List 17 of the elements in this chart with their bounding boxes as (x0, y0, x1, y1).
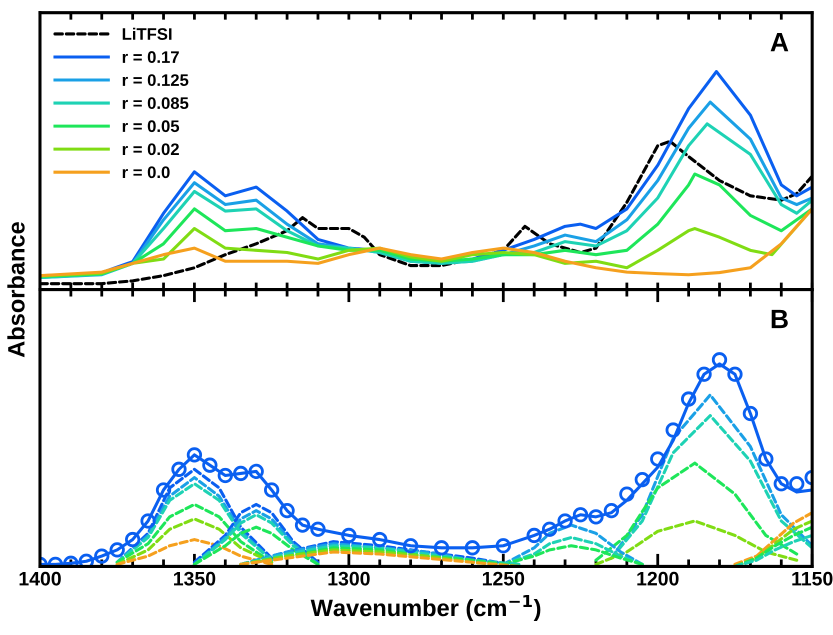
x-tick-label: 1300 (328, 572, 370, 586)
x-tick-label: 1400 (20, 572, 61, 586)
legend-label: r = 0.17 (122, 51, 179, 63)
legend-label: LiTFSI (122, 28, 172, 40)
legend-label: r = 0.05 (122, 120, 180, 132)
x-tick-label: 1200 (637, 572, 679, 586)
y-axis-title: Absorbance (7, 222, 25, 358)
legend-label: r = 0.085 (122, 97, 188, 110)
legend-label: r = 0.02 (122, 143, 179, 156)
text: A (770, 33, 788, 52)
x-tick-label: 1350 (174, 572, 216, 586)
x-axis-title: Wavenumber (cm$^{−1}$) (310, 594, 540, 621)
legend-label: r = 0.125 (122, 74, 188, 86)
legend-label: r = 0.0 (122, 166, 170, 178)
text: B (772, 310, 788, 328)
x-tick-label: 1150 (792, 572, 832, 586)
x-tick-label: 1250 (482, 572, 524, 586)
